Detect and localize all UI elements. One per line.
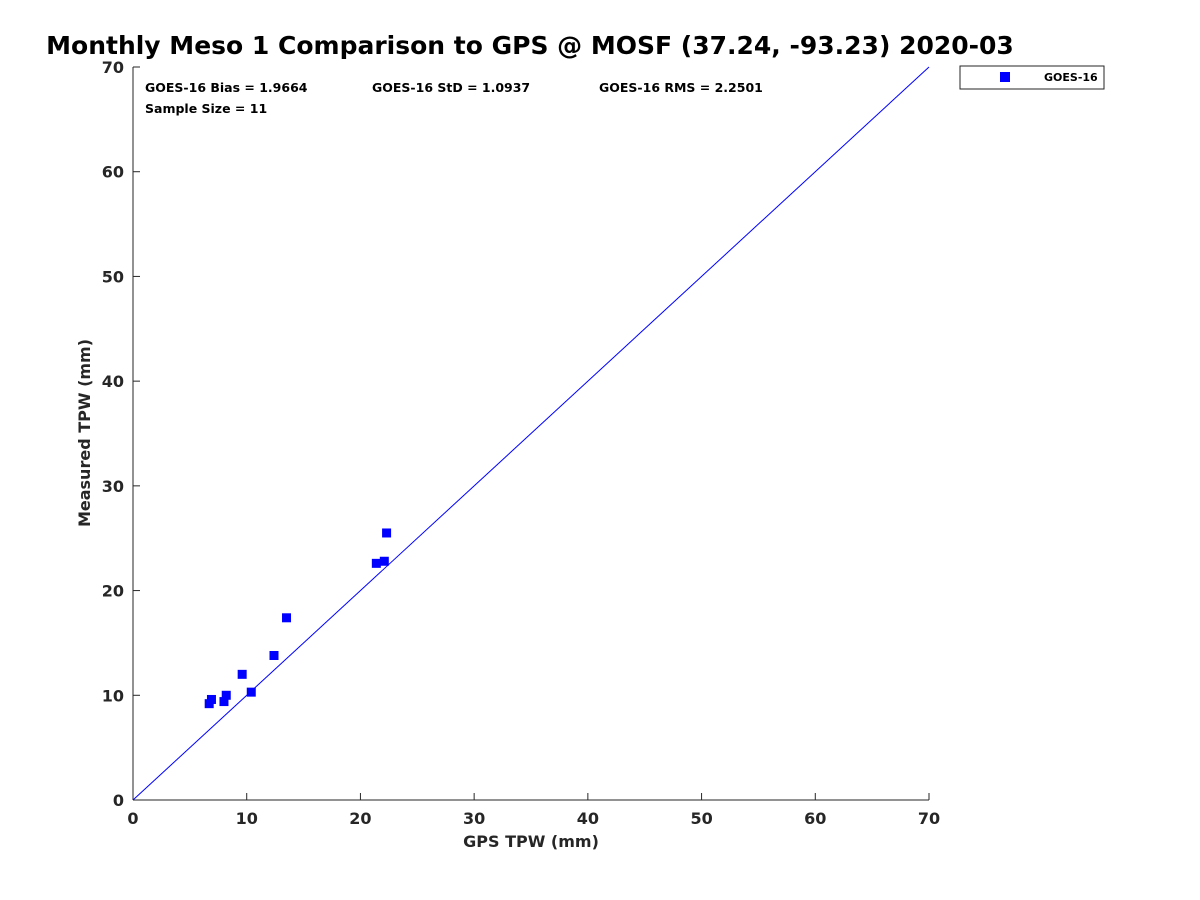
scatter-points — [204, 528, 392, 709]
x-tick-label: 60 — [804, 809, 826, 828]
x-tick-label: 50 — [690, 809, 712, 828]
y-tick-label: 30 — [102, 477, 124, 496]
legend-entry-label: GOES-16 — [1044, 71, 1098, 84]
one-to-one-line — [132, 66, 930, 801]
data-point — [219, 697, 229, 707]
y-tick-label: 0 — [113, 791, 124, 810]
y-axis-ticks: 0 10 20 30 40 50 60 70 — [102, 58, 140, 810]
data-point — [221, 690, 231, 700]
x-axis-ticks: 0 10 20 30 40 50 60 70 — [127, 793, 940, 828]
data-point — [246, 687, 256, 697]
y-tick-label: 50 — [102, 267, 124, 286]
legend-marker-square-icon — [1000, 72, 1010, 82]
data-point — [206, 694, 216, 704]
bias-stat: GOES-16 Bias = 1.9664 — [145, 80, 308, 95]
data-point — [282, 613, 292, 623]
x-tick-label: 40 — [577, 809, 599, 828]
x-tick-label: 20 — [349, 809, 371, 828]
sample-size-stat: Sample Size = 11 — [145, 101, 267, 116]
x-tick-label: 30 — [463, 809, 485, 828]
chart-title: Monthly Meso 1 Comparison to GPS @ MOSF … — [46, 31, 1014, 60]
x-axis-label: GPS TPW (mm) — [463, 832, 599, 851]
x-tick-label: 70 — [918, 809, 940, 828]
rms-stat: GOES-16 RMS = 2.2501 — [599, 80, 763, 95]
legend: GOES-16 — [959, 65, 1105, 90]
data-point — [237, 669, 247, 679]
std-stat: GOES-16 StD = 1.0937 — [372, 80, 530, 95]
x-tick-label: 0 — [127, 809, 138, 828]
y-axis-label: Measured TPW (mm) — [75, 339, 94, 527]
y-tick-label: 40 — [102, 372, 124, 391]
data-point — [379, 556, 389, 566]
data-point — [371, 558, 381, 568]
y-tick-label: 60 — [102, 163, 124, 182]
y-tick-label: 10 — [102, 686, 124, 705]
y-tick-label: 70 — [102, 58, 124, 77]
y-tick-label: 20 — [102, 582, 124, 601]
data-point — [382, 528, 392, 538]
plot-area: 0 10 20 30 40 50 60 70 0 10 20 30 40 50 60 70 — [102, 58, 940, 828]
legend-box — [959, 65, 1105, 90]
data-point — [269, 650, 279, 660]
x-tick-label: 10 — [236, 809, 258, 828]
